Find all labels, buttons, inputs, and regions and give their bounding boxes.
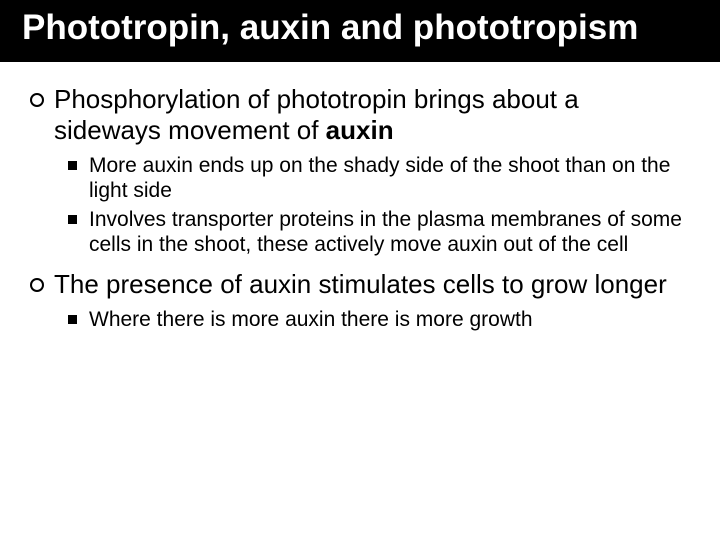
bullet-text: The presence of auxin stimulates cells t…	[54, 269, 667, 300]
bullet-level2: Where there is more auxin there is more …	[68, 307, 690, 332]
slide-body: Phosphorylation of phototropin brings ab…	[0, 66, 720, 332]
sublist: More auxin ends up on the shady side of …	[68, 153, 690, 258]
sublist: Where there is more auxin there is more …	[68, 307, 690, 332]
bullet-level2: More auxin ends up on the shady side of …	[68, 153, 690, 203]
subbullet-text: More auxin ends up on the shady side of …	[89, 153, 690, 203]
bullet-level2: Involves transporter proteins in the pla…	[68, 207, 690, 257]
title-band: Phototropin, auxin and phototropism	[0, 0, 720, 62]
slide: Phototropin, auxin and phototropism Phos…	[0, 0, 720, 540]
bullet-text-pre: Phosphorylation of phototropin brings ab…	[54, 84, 579, 145]
bullet-text: Phosphorylation of phototropin brings ab…	[54, 84, 690, 146]
square-bullet-icon	[68, 215, 77, 224]
bullet-level1: Phosphorylation of phototropin brings ab…	[30, 84, 690, 146]
bullet-text-bold: auxin	[326, 115, 394, 145]
circle-bullet-icon	[30, 93, 44, 107]
circle-bullet-icon	[30, 278, 44, 292]
subbullet-text: Involves transporter proteins in the pla…	[89, 207, 690, 257]
slide-title: Phototropin, auxin and phototropism	[22, 8, 698, 48]
bullet-level1: The presence of auxin stimulates cells t…	[30, 269, 690, 300]
subbullet-text: Where there is more auxin there is more …	[89, 307, 533, 332]
bullet-text-pre: The presence of auxin stimulates cells t…	[54, 269, 667, 299]
square-bullet-icon	[68, 315, 77, 324]
square-bullet-icon	[68, 161, 77, 170]
